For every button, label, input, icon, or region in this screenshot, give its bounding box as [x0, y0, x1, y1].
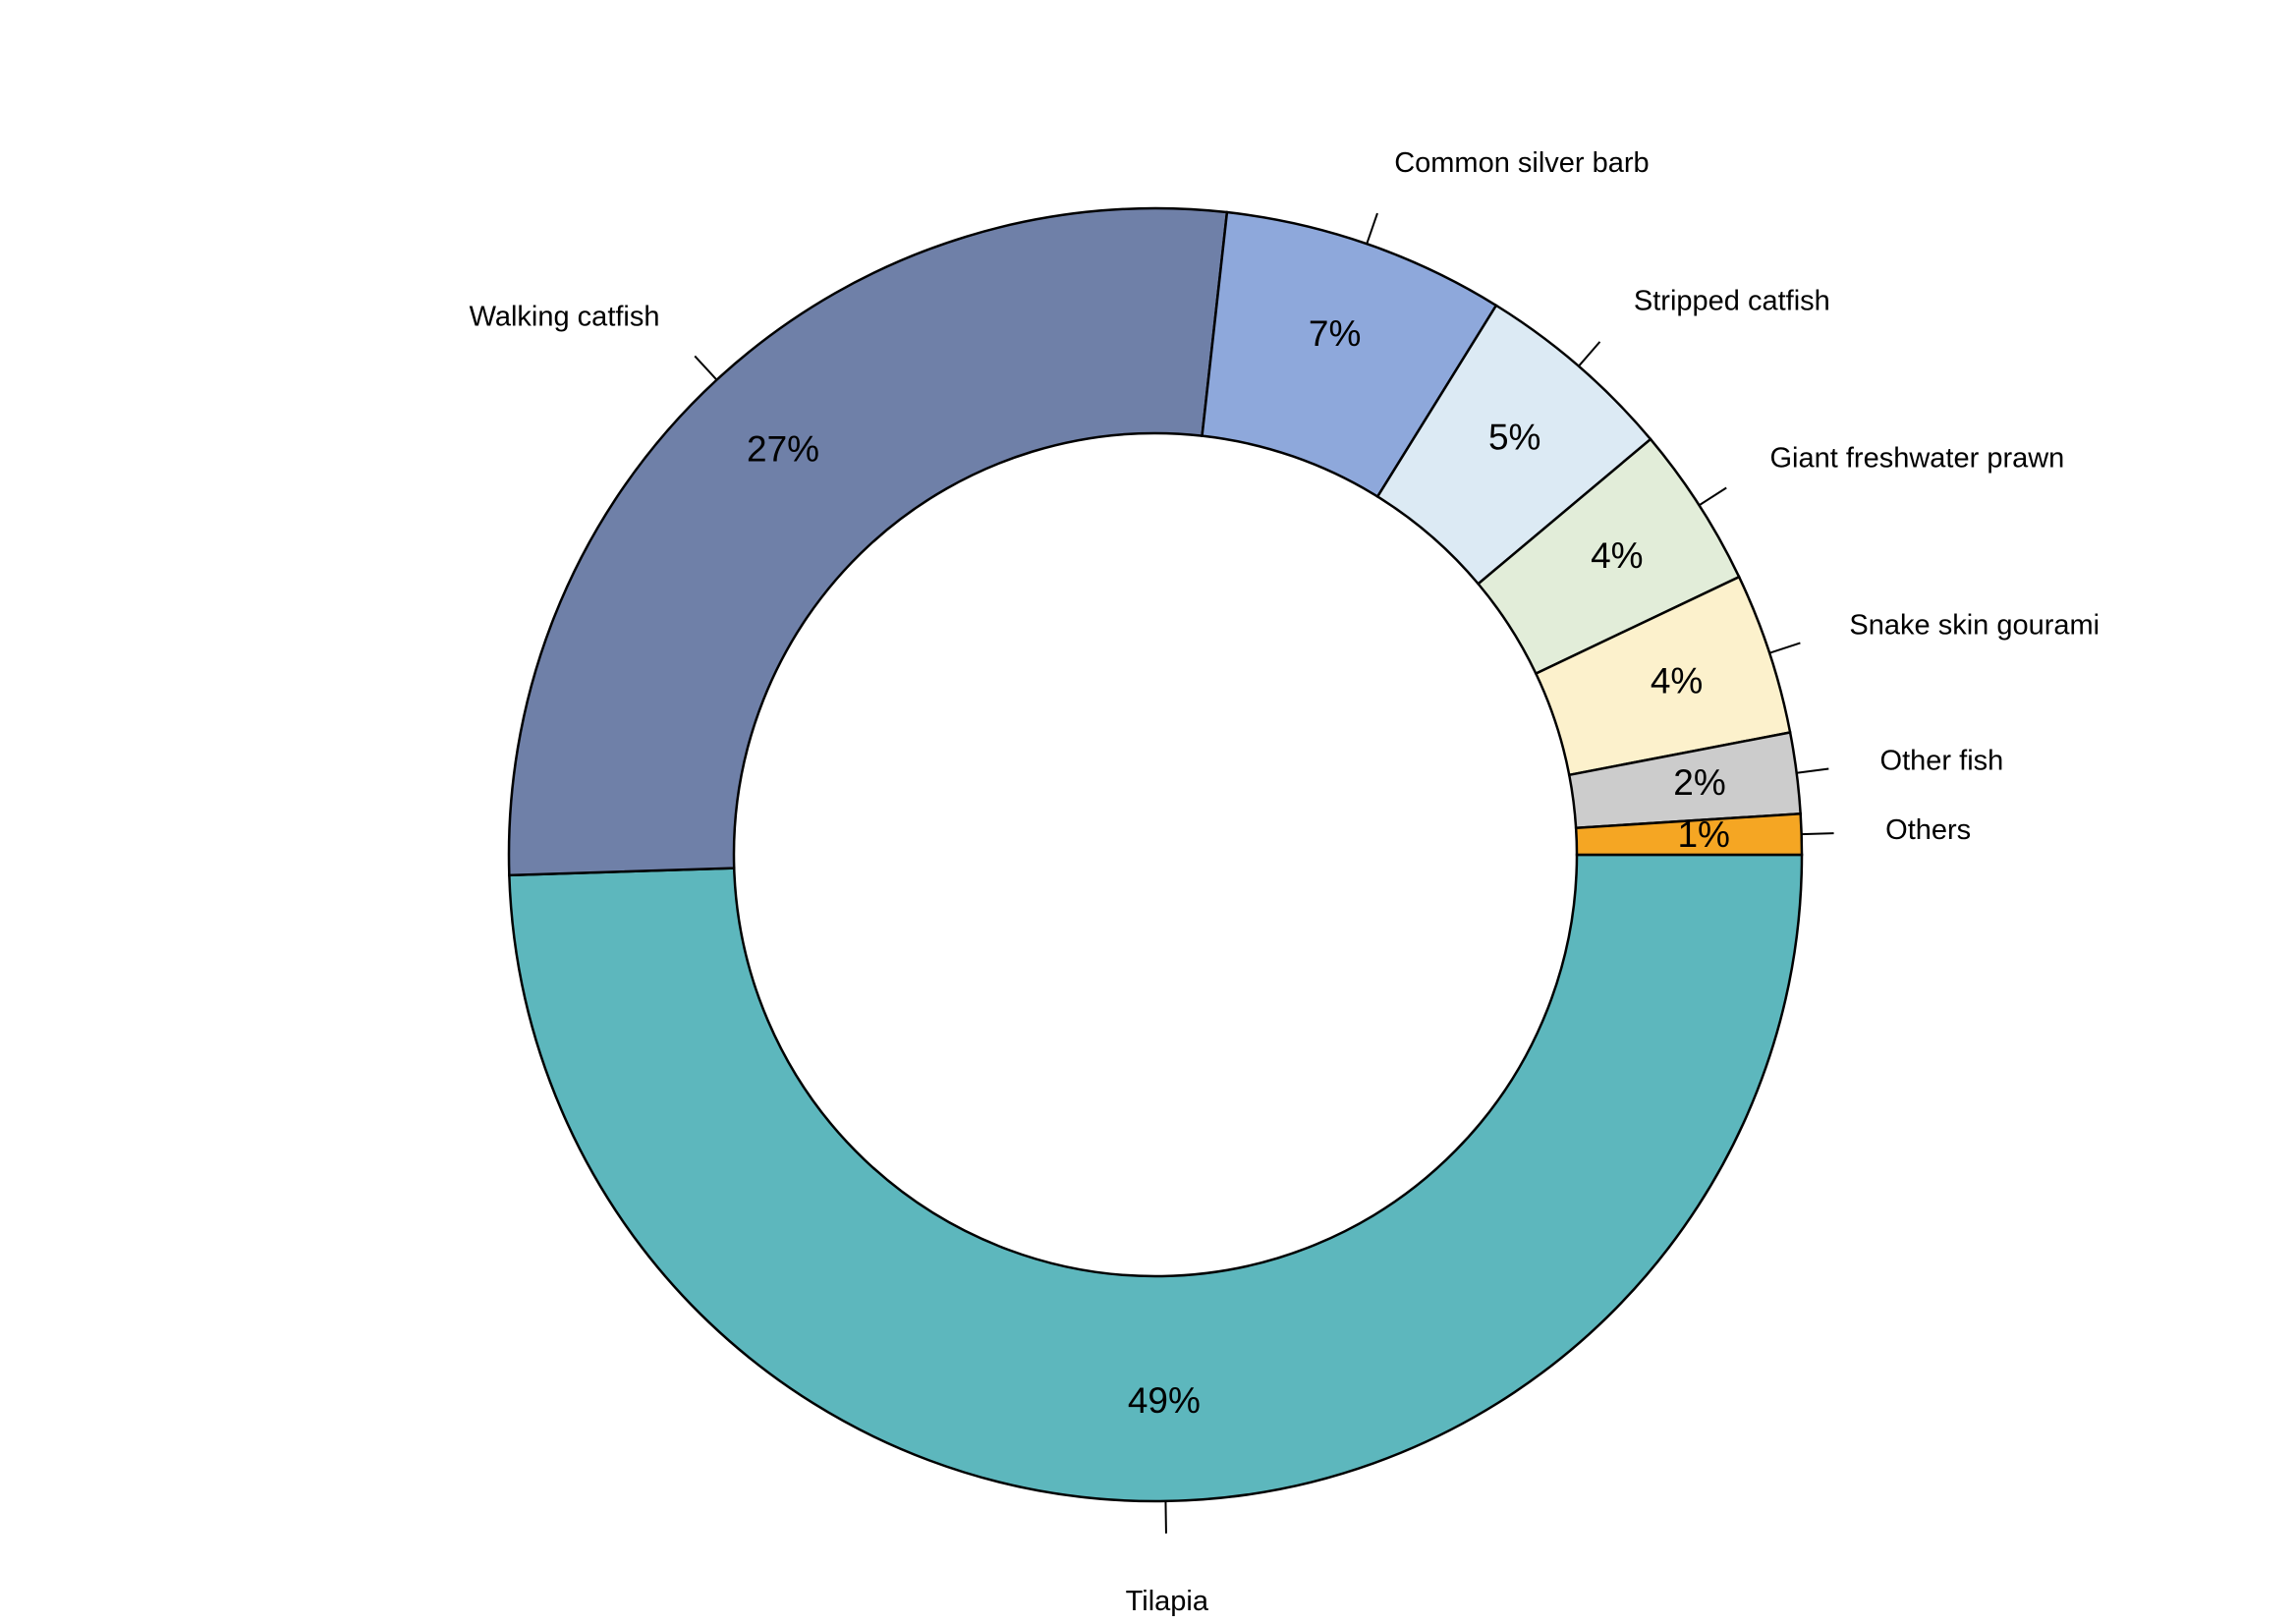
label-leader — [1801, 832, 1834, 836]
label-leader — [1699, 486, 1727, 507]
label-leader — [1768, 642, 1801, 654]
category-label: Other fish — [1880, 746, 2004, 777]
value-label: 27% — [747, 429, 819, 470]
label-leader — [694, 355, 718, 381]
slice — [508, 853, 1804, 1503]
category-label: Stripped catfish — [1634, 286, 1830, 317]
value-label: 4% — [1591, 535, 1643, 576]
label-leader — [1796, 767, 1829, 774]
value-label: 1% — [1677, 814, 1729, 855]
slice — [507, 206, 1229, 877]
value-label: 5% — [1488, 418, 1540, 458]
category-label: Others — [1885, 814, 1971, 846]
category-label: Snake skin gourami — [1849, 610, 2100, 642]
category-label: Tilapia — [1126, 1586, 1209, 1617]
value-label: 49% — [1128, 1380, 1201, 1421]
label-leader — [1578, 341, 1601, 367]
value-label: 4% — [1651, 661, 1703, 701]
label-leader — [1164, 1500, 1167, 1534]
label-leader — [1366, 212, 1378, 245]
value-label: 7% — [1309, 313, 1361, 354]
category-label: Common silver barb — [1394, 147, 1649, 179]
category-label: Walking catfish — [470, 301, 660, 332]
slice — [1574, 812, 1804, 857]
value-label: 2% — [1673, 762, 1725, 803]
category-label: Giant freshwater prawn — [1770, 443, 2065, 475]
